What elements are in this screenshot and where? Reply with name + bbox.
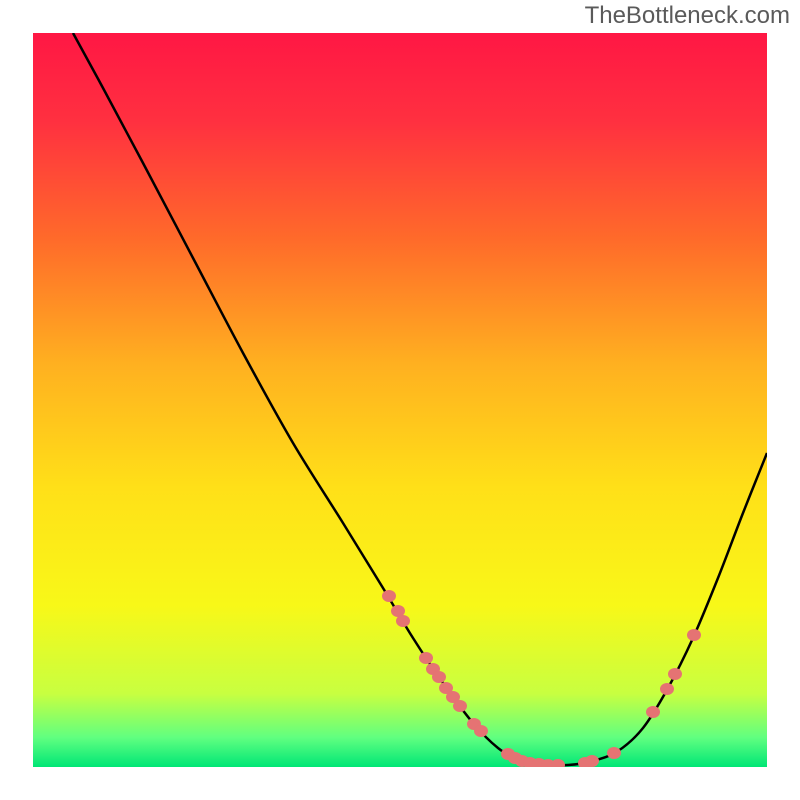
- curve-marker: [646, 706, 660, 718]
- curve-marker: [660, 683, 674, 695]
- plot-svg: [33, 33, 767, 767]
- gradient-background: [33, 33, 767, 767]
- curve-marker: [432, 671, 446, 683]
- curve-marker: [585, 755, 599, 767]
- curve-marker: [453, 700, 467, 712]
- curve-marker: [396, 615, 410, 627]
- curve-marker: [668, 668, 682, 680]
- curve-marker: [687, 629, 701, 641]
- curve-marker: [382, 590, 396, 602]
- curve-marker: [474, 725, 488, 737]
- curve-marker: [419, 652, 433, 664]
- plot-frame: [33, 33, 767, 767]
- curve-marker: [607, 747, 621, 759]
- chart-container: TheBottleneck.com: [0, 0, 800, 800]
- watermark-text: TheBottleneck.com: [585, 2, 790, 30]
